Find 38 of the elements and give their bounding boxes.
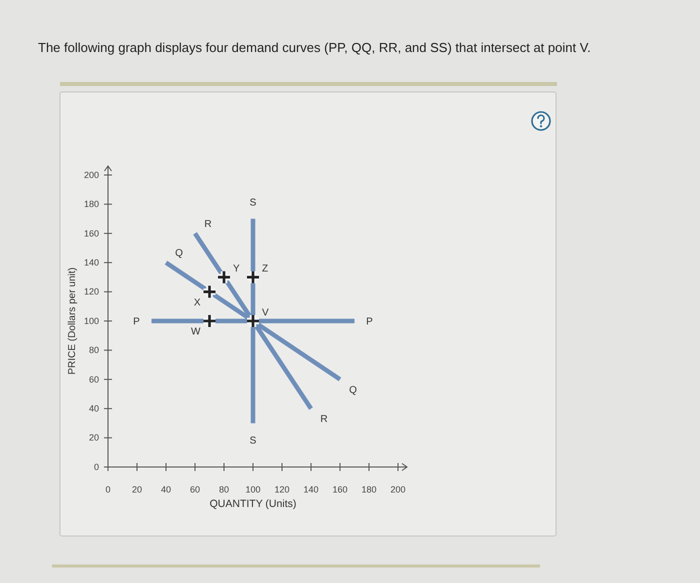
text: Q	[349, 384, 357, 396]
x-tick-label: 60	[190, 484, 200, 494]
annotation: Z	[262, 264, 268, 275]
text: S	[250, 436, 256, 447]
series-label: P	[133, 316, 140, 328]
x-tick-label: 120	[274, 484, 290, 494]
series-label: Q	[175, 248, 184, 260]
y-tick-label: 140	[84, 257, 99, 268]
y-tick-label: 100	[84, 316, 99, 326]
y-tick-label: 0	[94, 462, 99, 472]
y-tick-label: 60	[88, 374, 99, 384]
y-tick-label: 20	[88, 432, 99, 443]
y-tick-label: 120	[84, 286, 99, 297]
x-tick-label: 140	[303, 484, 319, 494]
y-tick-label: 200	[84, 170, 99, 180]
text: P	[366, 316, 373, 328]
x-tick-label: 160	[332, 484, 348, 494]
annotation: W	[191, 326, 202, 338]
x-tick-label: 80	[218, 484, 230, 494]
annotation: Y	[233, 264, 240, 275]
x-tick-label: 0	[105, 484, 111, 494]
series-label: S	[250, 197, 257, 208]
x-tick-label: 200	[390, 484, 406, 494]
text: R	[320, 414, 328, 426]
chart-title: The following graph displays four demand curves (PP, QQ, RR, and SS) that intersect at point V.	[38, 40, 591, 55]
x-tick-label: 100	[245, 484, 261, 494]
annotation: X	[194, 297, 201, 308]
y-tick-label: 40	[88, 403, 99, 414]
y-tick-label: 80	[88, 345, 99, 356]
x-tick-label: 20	[132, 484, 142, 494]
y-tick-label: 160	[84, 228, 99, 238]
y-tick-label: 180	[84, 199, 99, 210]
x-tick-label: 180	[361, 484, 377, 494]
annotation: V	[262, 308, 269, 318]
y-axis-title: PRICE (Dollars per unit)	[67, 267, 78, 375]
x-axis-title: QUANTITY (Units)	[210, 498, 296, 510]
series-label: R	[204, 218, 212, 230]
x-tick-label: 40	[160, 484, 172, 494]
